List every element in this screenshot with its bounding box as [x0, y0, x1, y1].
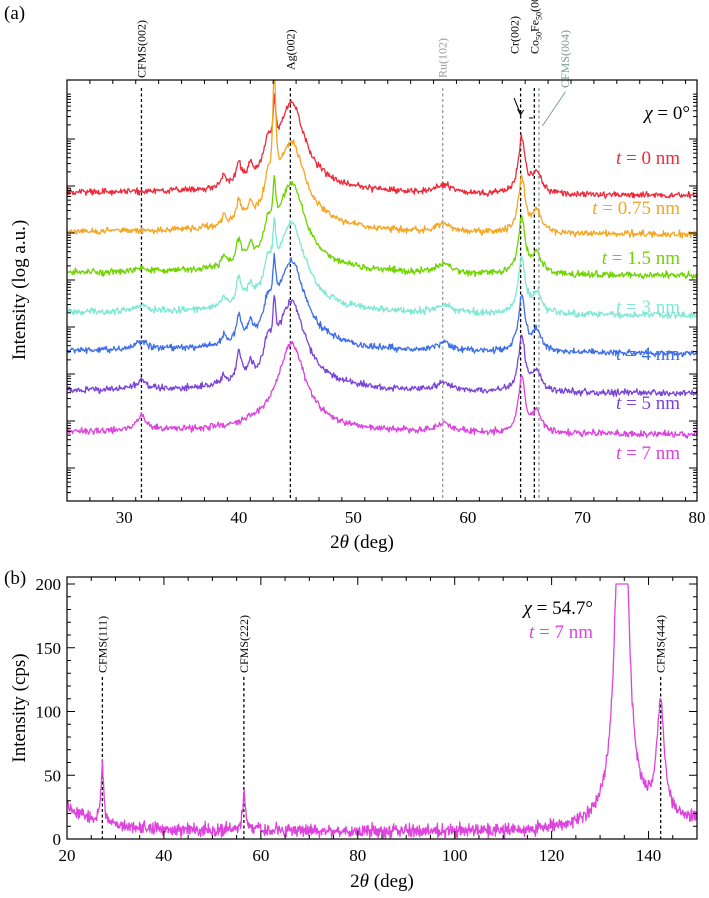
panel-b-series — [66, 583, 698, 840]
panel-a-xlabel: 2θ (deg) — [330, 532, 394, 553]
panel-b-series-line — [66, 583, 698, 840]
panel-a-x-tick-label: 60 — [459, 508, 476, 527]
panel-a-legend-entry: t = 5 nm — [616, 393, 680, 414]
panel-a-axes-frame — [66, 79, 698, 502]
panel-b-reference-label: CFMS(111) — [95, 616, 109, 673]
panel-a-x-tick-label: 50 — [345, 508, 362, 527]
panel-a-arrow-cr — [513, 97, 522, 115]
panel-a-series-line — [66, 295, 698, 397]
panel-a-ylabel: Intensity (log a.u.) — [9, 220, 30, 360]
panel-a-legend-entry: t = 1.5 nm — [602, 248, 680, 269]
panel-b-x-tick-label: 40 — [155, 846, 172, 865]
panel-a-label: (a) — [4, 3, 25, 24]
panel-b-y-tick-label: 150 — [36, 639, 62, 658]
panel-a-chi-label: χ = 0° — [642, 103, 690, 124]
panel-a-x-tick-label: 40 — [230, 508, 247, 527]
panel-b-xlabel: 2θ (deg) — [350, 871, 414, 892]
panel-a-series-line — [66, 174, 698, 280]
panel-b-chi-label: χ = 54.7° — [522, 598, 593, 619]
panel-a-arrow-cr-head — [517, 108, 525, 117]
panel-a-legend-entry: t = 7 nm — [616, 443, 680, 464]
panel-a-legend-entry: t = 3 nm — [616, 297, 680, 318]
panel-b-reference-label: CFMS(222) — [237, 615, 251, 673]
panel-a-series-line — [66, 252, 698, 358]
panel-a-x-tick-label: 70 — [574, 508, 591, 527]
panel-a-reference-lines: CFMS(002) Ag(002) Ru(102) Cr(002) Co50Fe50(0… — [134, 0, 572, 501]
panel-b-reference-lines: CFMS(111) CFMS(222) CFMS(444) — [95, 615, 668, 839]
panel-a-reference-label: CFMS(004) — [558, 30, 572, 88]
panel-a-x-tick-label: 30 — [116, 508, 133, 527]
panel-b-x-tick-label: 100 — [442, 846, 468, 865]
panel-a-reference-label: Co50Fe50(002) — [527, 0, 543, 54]
panel-b-y-tick-label: 100 — [36, 703, 62, 722]
panel-a-legend-entry: t = 0 nm — [616, 148, 680, 169]
panel-a-series-line — [66, 341, 698, 439]
panel-b-y-tick-label: 0 — [53, 830, 62, 849]
panel-b-axes-frame — [66, 576, 698, 840]
panel-b-x-tick-label: 120 — [539, 846, 565, 865]
panel-a-reference-label: Cr(002) — [508, 16, 522, 54]
panel-a-legend-entry: t = 0.75 nm — [592, 198, 680, 219]
panel-b-reference-label: CFMS(444) — [654, 615, 668, 673]
panel-a-series-line — [66, 93, 698, 199]
panel-b-ticks: 20 40 60 80 100 120 140 0 50 100 150 200 — [36, 575, 698, 865]
panel-b-x-tick-label: 140 — [636, 846, 662, 865]
panel-b-ylabel: Intensity (cps) — [9, 653, 30, 762]
panel-a-series-line — [66, 80, 698, 239]
panel-a-series — [66, 80, 698, 439]
panel-a-ticks: 30 40 50 60 70 80 — [66, 80, 706, 527]
panel-a-x-tick-label: 80 — [689, 508, 706, 527]
panel-a-arrow-cfms004 — [541, 91, 566, 127]
panel-b-x-tick-label: 80 — [349, 846, 366, 865]
panel-a-series-line — [66, 217, 698, 320]
panel-a-legend-entry: t = 4 nm — [616, 344, 680, 365]
panel-a-reference-label: Ru(102) — [436, 38, 450, 78]
panel-b-x-tick-label: 60 — [252, 846, 269, 865]
panel-b-label: (b) — [4, 568, 26, 589]
panel-b-y-tick-label: 50 — [44, 766, 61, 785]
panel-a-reference-label: CFMS(002) — [134, 20, 148, 78]
panel-a-legend: t = 0 nm t = 0.75 nm t = 1.5 nm t = 3 nm t =… — [592, 148, 680, 464]
panel-b-thickness-label: t = 7 nm — [529, 622, 593, 643]
panel-a-reference-label: Ag(002) — [283, 29, 297, 70]
panel-b-y-tick-label: 200 — [36, 575, 62, 594]
panel-b-x-tick-label: 20 — [59, 846, 76, 865]
